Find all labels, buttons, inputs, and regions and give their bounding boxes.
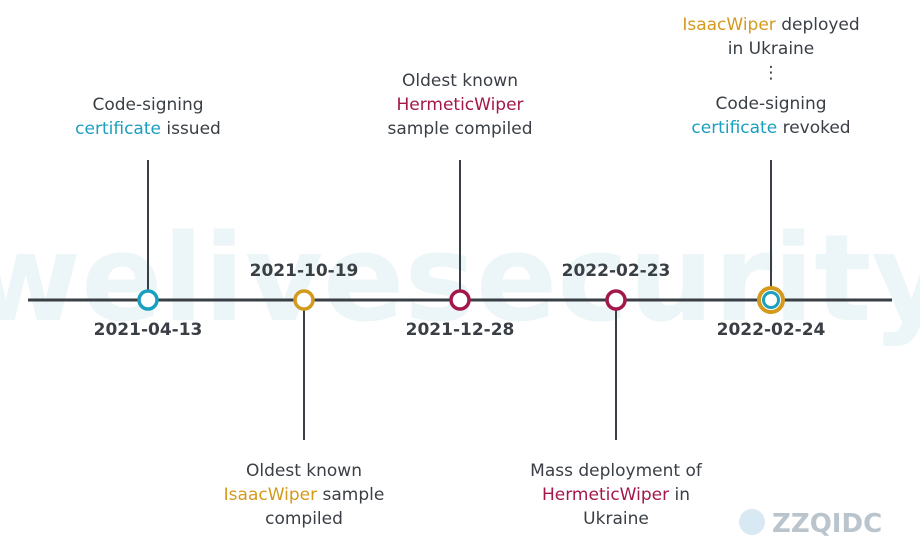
event-text: HermeticWiper xyxy=(396,95,523,115)
event-text: Code-signing xyxy=(92,95,203,115)
event-text: certificate revoked xyxy=(691,118,850,138)
event-text: Code-signing xyxy=(715,94,826,114)
event-text: IsaacWiper sample xyxy=(224,485,385,505)
date: 2021-04-13 xyxy=(94,320,203,340)
date: 2022-02-23 xyxy=(562,261,671,281)
event-text: HermeticWiper in xyxy=(542,485,690,505)
event-text: IsaacWiper deployed xyxy=(682,15,859,35)
text: deployed xyxy=(781,15,859,35)
event-text: in Ukraine xyxy=(728,39,815,59)
node xyxy=(449,289,471,311)
logo-text: ZZQIDC xyxy=(772,509,882,539)
text: in xyxy=(675,485,691,505)
date: 2021-10-19 xyxy=(250,261,359,281)
date: 2021-12-28 xyxy=(406,320,515,340)
logo: ZZQIDC xyxy=(739,509,882,539)
text: sample xyxy=(323,485,385,505)
node xyxy=(605,289,627,311)
logo-icon xyxy=(739,509,765,535)
node xyxy=(137,289,159,311)
date: 2022-02-24 xyxy=(717,320,826,340)
highlight: HermeticWiper xyxy=(542,485,669,505)
separator: ⋮ xyxy=(763,63,780,83)
highlight: IsaacWiper xyxy=(682,15,775,35)
event-text: Ukraine xyxy=(583,509,649,529)
event-text: compiled xyxy=(265,509,343,529)
node xyxy=(293,289,315,311)
event-text: Mass deployment of xyxy=(530,461,703,481)
highlight: certificate xyxy=(691,118,777,138)
text: revoked xyxy=(783,118,851,138)
event-text: certificate issued xyxy=(75,119,221,139)
event-text: Oldest known xyxy=(246,461,362,481)
highlight: IsaacWiper xyxy=(224,485,317,505)
event-text: Oldest known xyxy=(402,71,518,91)
node xyxy=(762,291,780,309)
event-text: sample compiled xyxy=(387,119,532,139)
highlight: certificate xyxy=(75,119,161,139)
text: issued xyxy=(166,119,220,139)
